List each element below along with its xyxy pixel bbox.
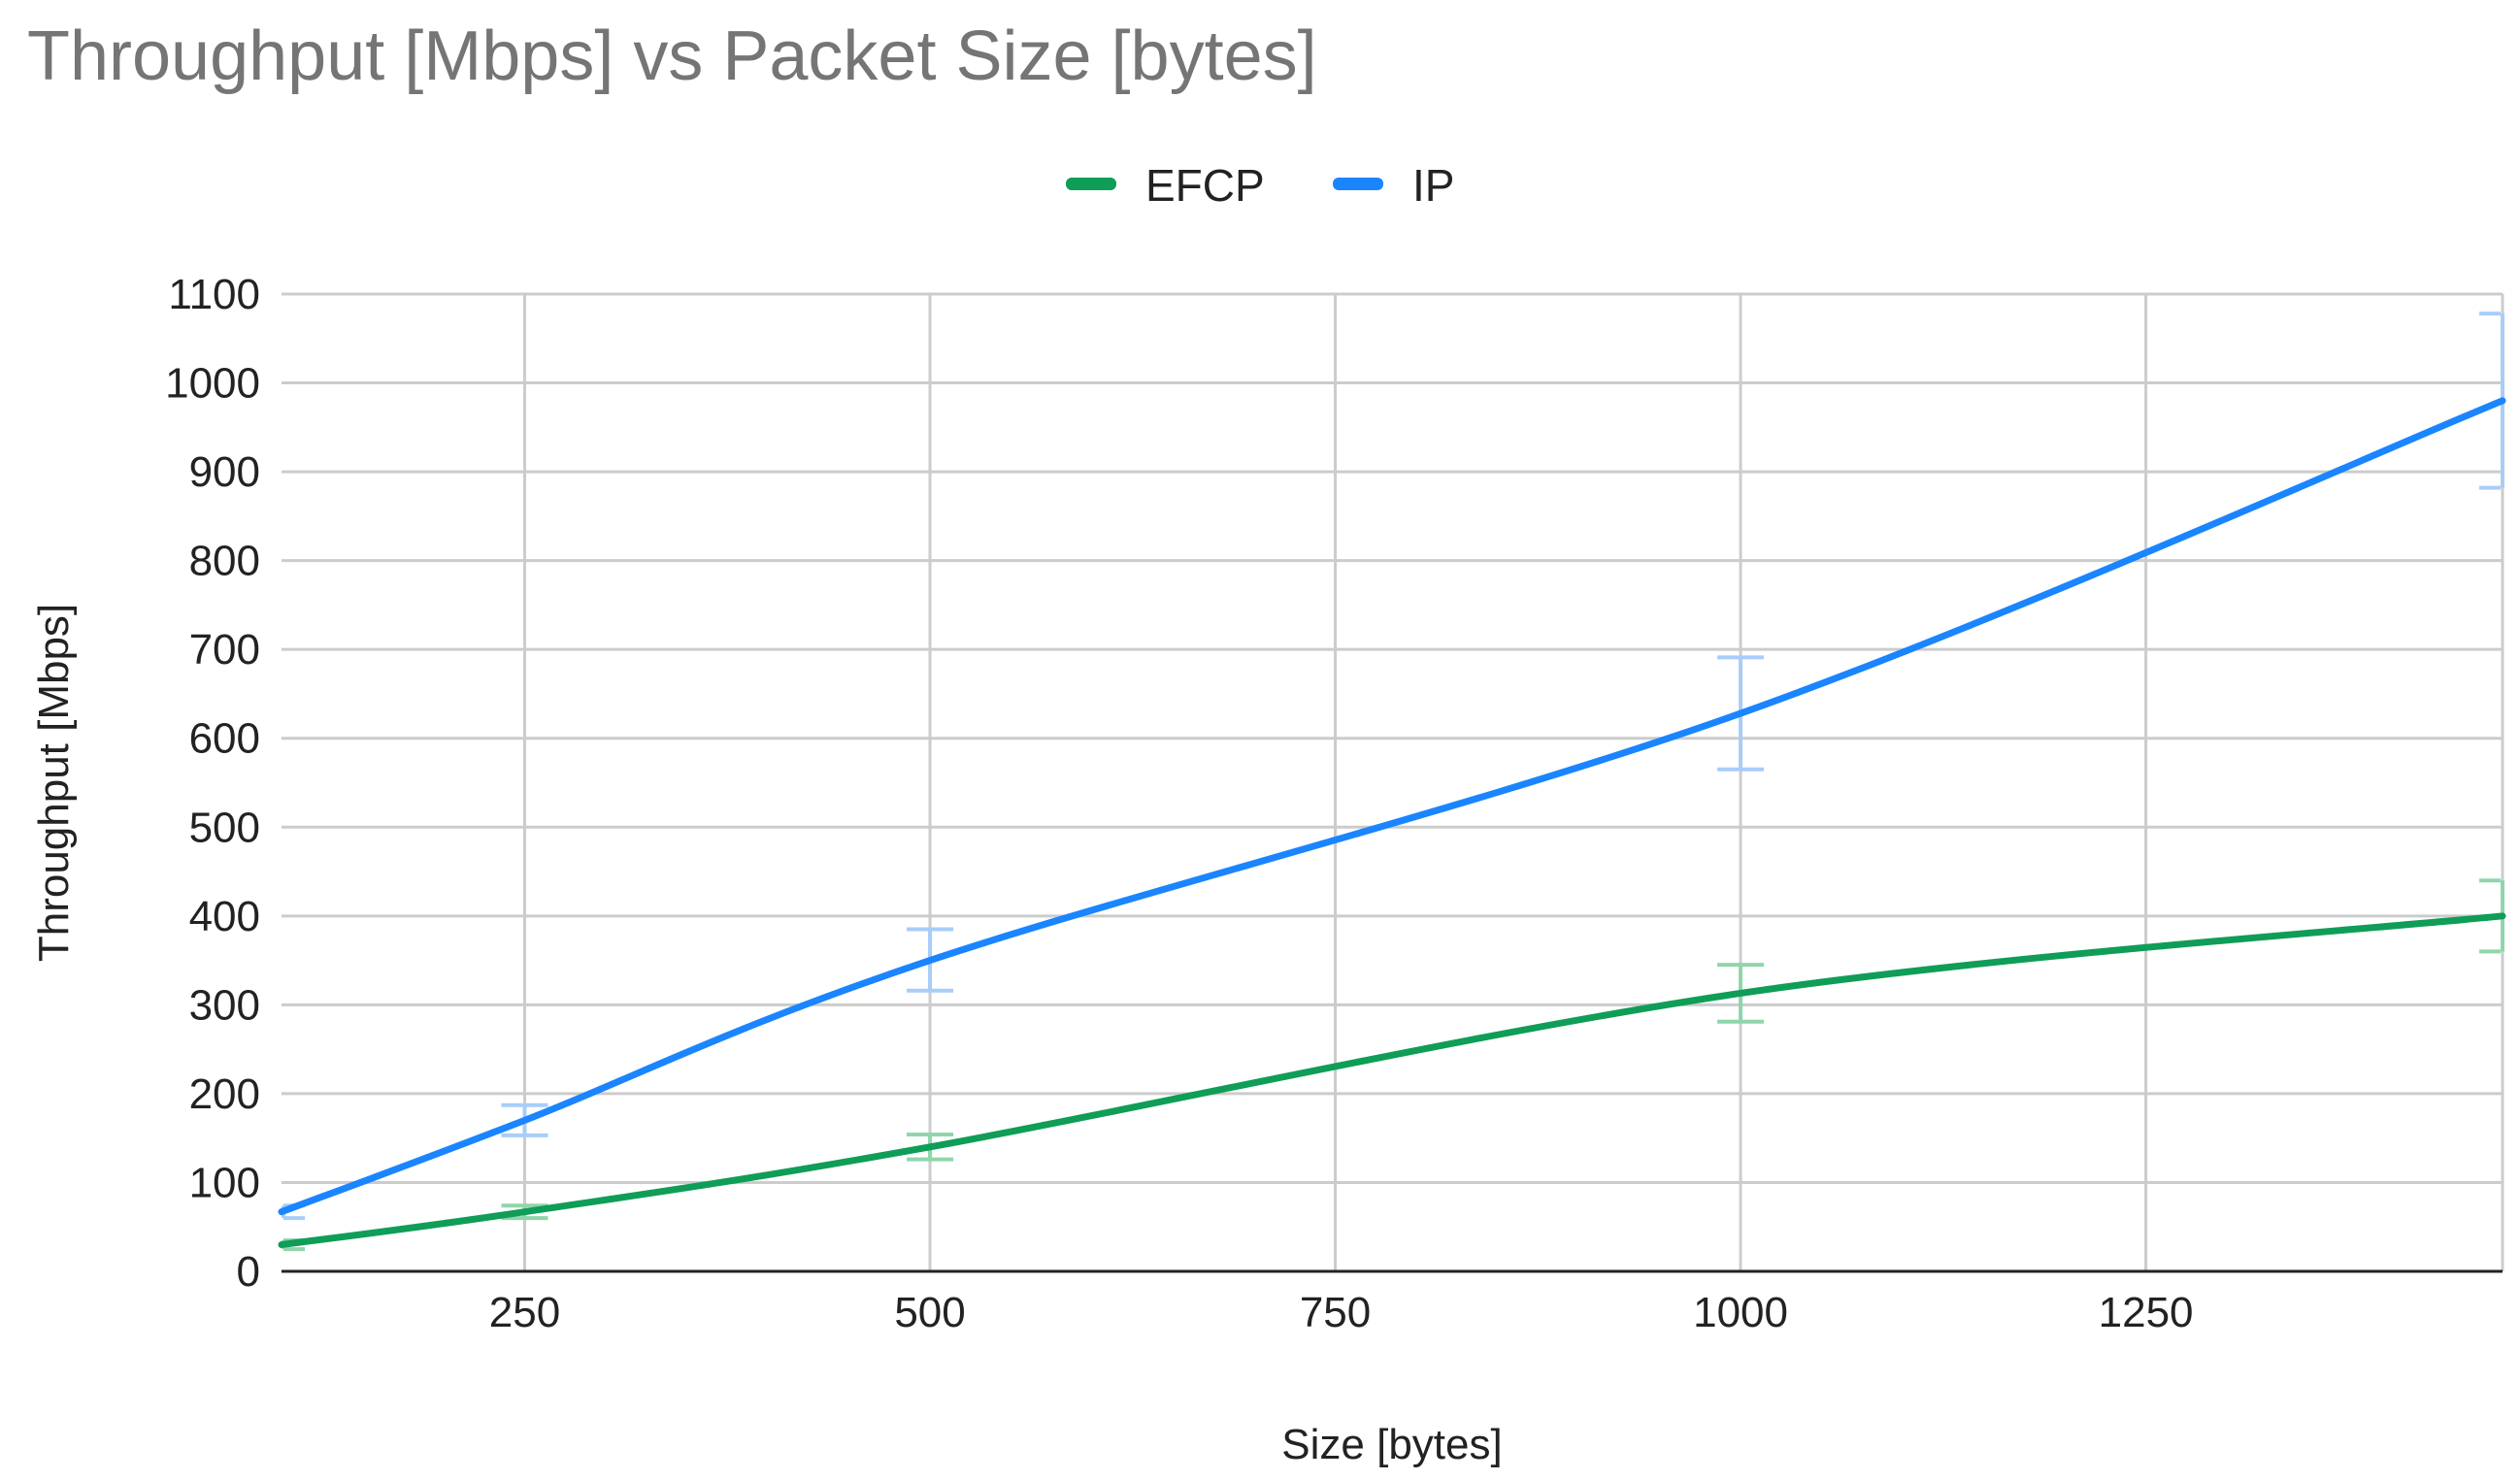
y-tick-label: 900 [189,448,260,496]
error-bars [282,312,2504,1252]
y-tick-label: 700 [189,626,260,674]
x-axis-label: Size [bytes] [1281,1421,1502,1468]
legend-swatch [1066,178,1116,190]
x-gridlines [523,294,2504,1271]
y-tick-label: 200 [189,1070,260,1118]
chart-title: Throughput [Mbps] vs Packet Size [bytes] [27,17,1317,95]
x-tick-label: 1000 [1693,1289,1788,1336]
y-tick-label: 800 [189,538,260,585]
y-tick-label: 100 [189,1159,260,1206]
x-tick-label: 500 [894,1289,965,1336]
y-tick-label: 0 [237,1248,260,1296]
x-tick-labels: 250 500 750 1000 1250 [489,1289,2194,1336]
y-tick-labels: 0 100 200 300 400 500 600 700 800 900 1000 1100 [165,271,260,1296]
y-gridlines [282,292,2503,1184]
legend-item-efcp: EFCP [1066,160,1265,211]
legend-label: EFCP [1145,160,1265,211]
y-tick-label: 1000 [165,360,260,408]
y-tick-label: 500 [189,804,260,851]
series-line-efcp [278,912,2506,1249]
y-axis-label: Throughput [Mbps] [30,604,78,962]
legend-swatch [1333,178,1383,190]
x-tick-label: 750 [1300,1289,1371,1336]
x-tick-label: 250 [489,1289,560,1336]
legend: EFCP IP [1066,160,1454,211]
legend-label: IP [1412,160,1454,211]
y-tick-label: 300 [189,981,260,1029]
x-tick-label: 1250 [2099,1289,2194,1336]
legend-item-ip: IP [1333,160,1454,211]
y-tick-label: 400 [189,893,260,940]
series-line-ip [278,397,2506,1216]
y-tick-label: 600 [189,715,260,763]
y-tick-label: 1100 [168,271,260,318]
series-lines [278,397,2506,1249]
